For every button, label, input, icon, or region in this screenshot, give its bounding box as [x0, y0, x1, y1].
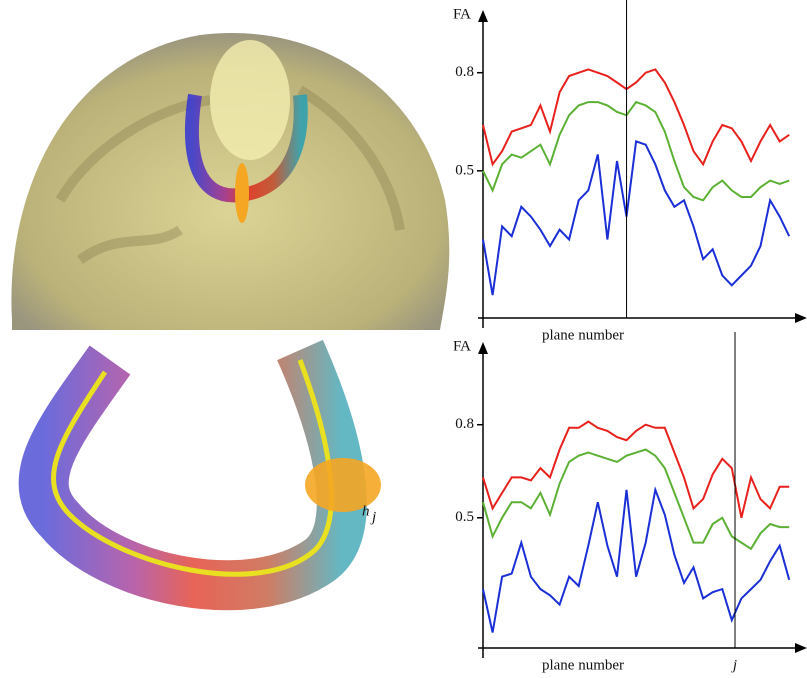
- page: {"chart_data": [ {"type": "line", "y_lab…: [0, 0, 807, 678]
- fiber-label-sub: j: [370, 509, 376, 525]
- brain-illustration: [11, 33, 449, 330]
- figure: h j FA plane number 0.5 0.8 FA plane number 0.…: [0, 0, 807, 678]
- y-tick-label: 0.5: [455, 509, 474, 525]
- marker-label: j: [731, 657, 737, 673]
- data-line: [483, 69, 789, 164]
- data-line: [483, 102, 789, 200]
- y-tick-label: 0.8: [455, 64, 474, 80]
- fiber-label: h: [362, 503, 370, 519]
- data-line: [483, 422, 789, 518]
- y-axis-arrow: [478, 10, 488, 22]
- y-tick-label: 0.5: [455, 162, 474, 178]
- x-axis-arrow: [795, 643, 807, 653]
- x-axis-label: plane number: [542, 327, 624, 343]
- data-line: [483, 450, 789, 549]
- fiber-illustration: h j: [44, 350, 381, 585]
- y-axis-label: FA: [453, 6, 471, 22]
- x-axis-arrow: [795, 313, 807, 323]
- data-line: [483, 141, 789, 295]
- x-axis-label: plane number: [542, 657, 624, 673]
- y-axis-arrow: [478, 342, 488, 354]
- y-tick-label: 0.8: [455, 416, 474, 432]
- y-axis-label: FA: [453, 338, 471, 354]
